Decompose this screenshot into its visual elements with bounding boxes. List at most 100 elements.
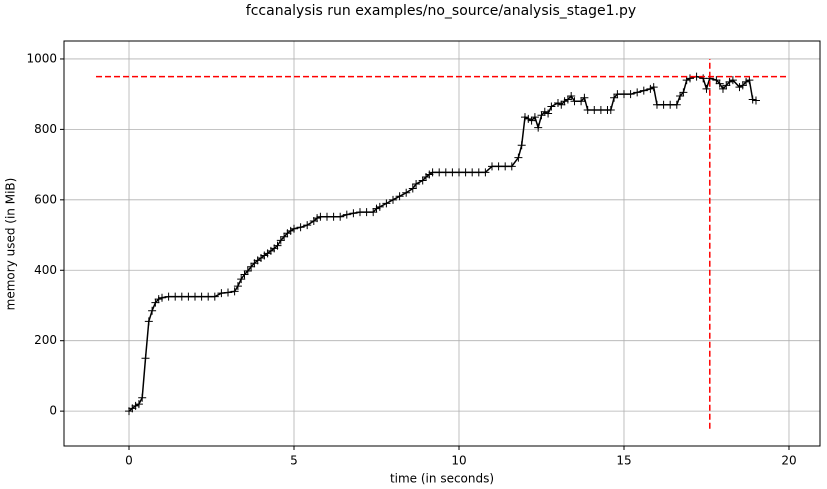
data-marker — [563, 95, 572, 104]
data-marker — [685, 74, 694, 83]
data-marker — [230, 287, 239, 296]
data-marker — [610, 93, 619, 102]
y-tick-label: 200 — [34, 333, 57, 347]
data-marker — [134, 400, 143, 409]
data-marker — [382, 199, 391, 208]
data-marker — [375, 202, 384, 211]
x-tick-label: 5 — [290, 454, 298, 468]
data-marker — [728, 76, 737, 85]
data-marker — [646, 84, 655, 93]
data-marker — [738, 81, 747, 90]
data-marker — [537, 111, 546, 120]
data-marker — [507, 162, 516, 171]
data-marker — [580, 93, 589, 102]
data-marker — [725, 77, 734, 86]
data-marker — [481, 168, 490, 177]
data-marker — [395, 192, 404, 201]
data-marker — [547, 102, 556, 111]
data-marker — [151, 298, 160, 307]
data-marker — [154, 295, 163, 304]
data-marker — [722, 81, 731, 90]
data-marker — [544, 109, 553, 118]
data-marker — [290, 224, 299, 233]
data-marker — [296, 223, 305, 232]
data-marker — [286, 226, 295, 235]
data-marker — [372, 204, 381, 213]
data-marker — [260, 251, 269, 260]
data-marker — [672, 100, 681, 109]
data-marker — [158, 293, 167, 302]
data-marker — [639, 86, 648, 95]
x-tick-label: 0 — [125, 454, 133, 468]
data-marker — [233, 282, 242, 291]
data-marker — [626, 90, 635, 99]
data-marker — [247, 262, 256, 271]
data-marker — [273, 241, 282, 250]
y-tick-label: 1000 — [26, 51, 57, 65]
y-axis-label: memory used (in MiB) — [4, 178, 18, 311]
data-marker — [606, 106, 615, 115]
data-marker — [540, 107, 549, 116]
data-marker — [715, 79, 724, 88]
data-marker — [369, 208, 378, 217]
x-tick-label: 20 — [781, 454, 796, 468]
data-marker — [679, 88, 688, 97]
data-marker — [349, 209, 358, 218]
data-marker — [425, 170, 434, 179]
data-marker — [751, 96, 760, 105]
data-marker — [748, 95, 757, 104]
data-marker — [313, 214, 322, 223]
data-marker — [217, 289, 226, 298]
data-marker — [557, 100, 566, 109]
y-tick-label: 800 — [34, 122, 57, 136]
x-tick-label: 15 — [616, 454, 631, 468]
data-marker — [649, 83, 658, 92]
plot-frame — [63, 40, 821, 447]
data-marker — [243, 266, 252, 275]
y-tick-label: 400 — [34, 263, 57, 277]
data-marker — [418, 176, 427, 185]
data-marker — [303, 221, 312, 230]
data-marker — [276, 236, 285, 245]
data-marker — [735, 83, 744, 92]
data-marker — [517, 141, 526, 150]
data-marker — [237, 275, 246, 284]
data-marker — [412, 179, 421, 188]
data-marker — [742, 77, 751, 86]
data-marker — [408, 184, 417, 193]
data-marker — [676, 91, 685, 100]
x-axis-label: time (in seconds) — [390, 472, 494, 486]
data-marker — [148, 306, 157, 315]
data-marker — [524, 114, 533, 123]
data-marker — [534, 123, 543, 132]
data-marker — [138, 393, 147, 402]
data-marker — [131, 401, 140, 410]
data-marker — [560, 97, 569, 106]
data-marker — [514, 153, 523, 162]
data-marker — [520, 113, 529, 122]
data-marker — [633, 88, 642, 97]
data-marker — [527, 116, 536, 125]
y-tick-label: 600 — [34, 192, 57, 206]
data-marker — [530, 113, 539, 122]
data-marker — [224, 288, 233, 297]
data-marker — [718, 84, 727, 93]
data-marker — [553, 98, 562, 107]
data-marker — [280, 232, 289, 241]
data-marker — [144, 317, 153, 326]
data-marker — [745, 76, 754, 85]
data-marker — [240, 270, 249, 279]
y-tick-label: 0 — [49, 404, 57, 418]
data-marker — [336, 212, 345, 221]
data-marker — [402, 188, 411, 197]
data-line — [128, 75, 757, 412]
data-marker — [682, 76, 691, 85]
data-marker — [567, 91, 576, 100]
chart-title: fccanalysis run examples/no_source/analy… — [246, 3, 636, 19]
data-marker — [712, 76, 721, 85]
data-marker — [388, 195, 397, 204]
data-marker — [342, 210, 351, 219]
data-marker — [577, 97, 586, 106]
